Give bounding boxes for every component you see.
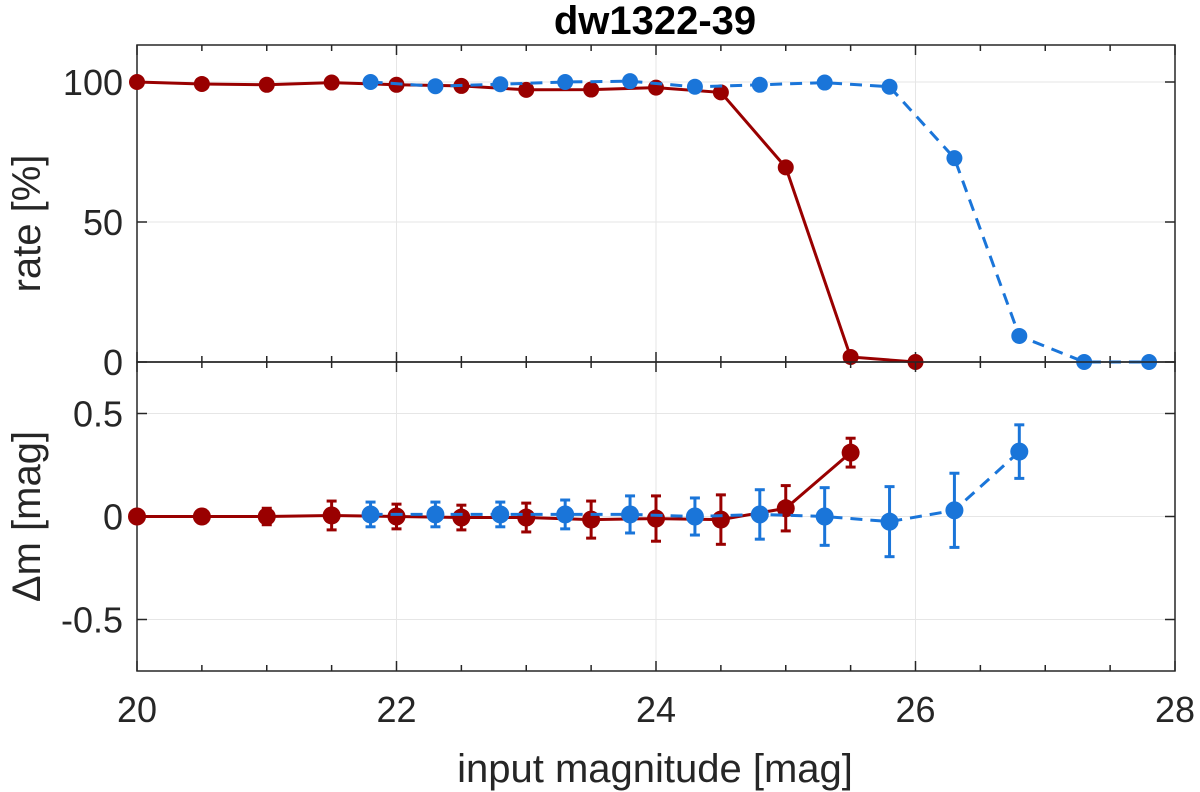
data-point bbox=[621, 505, 640, 524]
series-rate-blue bbox=[362, 73, 1158, 370]
data-point bbox=[323, 74, 340, 91]
panel-delta: -0.5 0 0.5 Δm [mag] bbox=[5, 361, 1176, 672]
x-tick-label: 22 bbox=[376, 689, 416, 730]
data-point bbox=[776, 499, 795, 518]
y-tick-label: 0 bbox=[103, 342, 123, 383]
data-point bbox=[751, 76, 768, 93]
data-point bbox=[686, 78, 703, 95]
y-tick-label: 100 bbox=[63, 62, 123, 103]
y-axis-title-rate: rate [%] bbox=[5, 155, 49, 293]
data-point bbox=[685, 507, 704, 526]
data-point bbox=[841, 443, 860, 462]
data-point bbox=[362, 74, 379, 90]
data-point bbox=[1010, 442, 1029, 461]
data-point bbox=[711, 510, 730, 529]
x-tick-label: 26 bbox=[895, 689, 935, 730]
data-point bbox=[556, 505, 575, 524]
data-point bbox=[518, 81, 535, 98]
series-delta-blue bbox=[361, 423, 1029, 559]
data-point bbox=[193, 75, 210, 92]
data-point bbox=[452, 508, 471, 527]
y-tick-label: -0.5 bbox=[61, 600, 123, 641]
x-tick-label: 28 bbox=[1155, 689, 1195, 730]
data-point bbox=[257, 507, 276, 526]
data-point bbox=[557, 74, 574, 90]
x-axis-title: input magnitude [mag] bbox=[457, 747, 853, 791]
data-point bbox=[815, 507, 834, 526]
data-point bbox=[880, 512, 899, 531]
y-axis-title-delta: Δm [mag] bbox=[5, 431, 49, 602]
y-tick-label: 0.5 bbox=[73, 394, 123, 435]
panels: 0 50 100 rate [%] -0.5 0 0.5 Δm [mag] 20 22 24 26 28 bbox=[5, 44, 1195, 730]
series-rate-red bbox=[129, 74, 924, 370]
series-delta-red bbox=[128, 436, 860, 546]
data-point bbox=[361, 505, 380, 524]
data-point bbox=[946, 150, 963, 167]
panel-rate: 0 50 100 rate [%] bbox=[5, 44, 1176, 383]
y-tick-label: 0 bbox=[103, 497, 123, 538]
data-point bbox=[426, 505, 445, 524]
data-point bbox=[816, 74, 833, 91]
data-point bbox=[128, 507, 146, 526]
data-point bbox=[842, 348, 859, 365]
data-point bbox=[491, 505, 510, 524]
x-tick-label: 24 bbox=[636, 689, 676, 730]
data-point bbox=[750, 505, 769, 524]
y-tick-label: 50 bbox=[83, 202, 123, 243]
data-point bbox=[387, 507, 406, 526]
data-point bbox=[777, 159, 794, 176]
chart-title: dw1322-39 bbox=[554, 0, 756, 43]
data-point bbox=[1011, 327, 1028, 344]
data-point bbox=[881, 78, 898, 95]
data-point bbox=[258, 76, 275, 93]
data-point bbox=[129, 74, 145, 90]
data-point bbox=[517, 508, 536, 527]
data-point bbox=[492, 76, 509, 93]
data-point bbox=[322, 506, 341, 525]
data-point bbox=[427, 78, 444, 95]
x-tick-label: 20 bbox=[117, 689, 157, 730]
data-point bbox=[945, 501, 964, 520]
data-point bbox=[583, 81, 600, 98]
data-point bbox=[712, 84, 729, 101]
data-point bbox=[622, 73, 639, 90]
data-point bbox=[647, 509, 665, 528]
data-point bbox=[192, 507, 211, 526]
